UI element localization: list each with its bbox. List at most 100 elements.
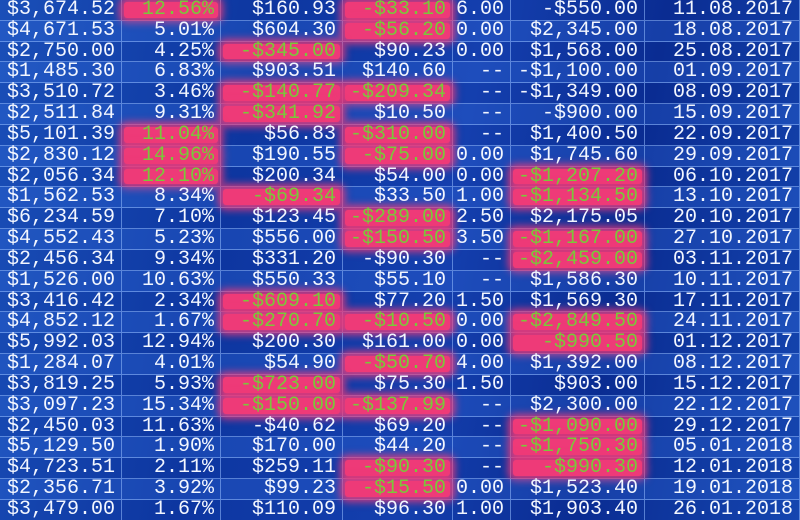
- cell-balance[interactable]: -$1,349.00: [511, 83, 645, 104]
- cell-balance[interactable]: $1,400.50: [511, 124, 645, 145]
- cell-value-b[interactable]: -$90.30: [343, 249, 453, 270]
- cell-value-a[interactable]: $160.93: [221, 0, 343, 20]
- cell-percent[interactable]: 5.01%: [122, 20, 221, 41]
- cell-quantity[interactable]: 3.50: [453, 229, 511, 249]
- cell-value-b[interactable]: $140.60: [343, 62, 453, 83]
- cell-date[interactable]: 24.11.2017: [645, 312, 800, 333]
- cell-balance[interactable]: -$900.00: [511, 104, 645, 124]
- cell-value-a-highlighted[interactable]: -$140.77: [221, 83, 343, 104]
- cell-percent-highlighted[interactable]: 12.10%: [122, 166, 221, 187]
- cell-value-b[interactable]: $54.00: [343, 166, 453, 187]
- cell-amount[interactable]: $2,830.12: [0, 145, 122, 166]
- cell-value-a-highlighted[interactable]: -$69.34: [221, 187, 343, 208]
- cell-balance-highlighted[interactable]: -$2,459.00: [511, 249, 645, 270]
- cell-value-a[interactable]: $54.90: [221, 354, 343, 374]
- cell-amount[interactable]: $2,456.34: [0, 249, 122, 270]
- cell-quantity[interactable]: --: [453, 62, 511, 83]
- cell-quantity[interactable]: 1.00: [453, 187, 511, 208]
- cell-amount[interactable]: $2,056.34: [0, 166, 122, 187]
- cell-amount[interactable]: $1,562.53: [0, 187, 122, 208]
- cell-value-b-highlighted[interactable]: -$15.50: [343, 479, 453, 499]
- cell-balance[interactable]: $1,568.00: [511, 41, 645, 62]
- cell-balance-highlighted[interactable]: -$1,134.50: [511, 187, 645, 208]
- cell-date[interactable]: 15.09.2017: [645, 104, 800, 124]
- cell-date[interactable]: 22.09.2017: [645, 124, 800, 145]
- cell-balance[interactable]: -$1,100.00: [511, 62, 645, 83]
- cell-percent[interactable]: 5.23%: [122, 229, 221, 249]
- cell-balance-highlighted[interactable]: -$1,750.30: [511, 437, 645, 458]
- cell-quantity[interactable]: 1.50: [453, 291, 511, 312]
- cell-value-a[interactable]: $123.45: [221, 208, 343, 229]
- cell-value-b-highlighted[interactable]: -$56.20: [343, 20, 453, 41]
- cell-quantity[interactable]: 0.00: [453, 312, 511, 333]
- cell-quantity[interactable]: --: [453, 270, 511, 291]
- cell-date[interactable]: 01.09.2017: [645, 62, 800, 83]
- cell-balance[interactable]: $1,523.40: [511, 479, 645, 499]
- cell-value-b-highlighted[interactable]: -$137.99: [343, 395, 453, 416]
- cell-quantity[interactable]: --: [453, 395, 511, 416]
- cell-date[interactable]: 22.12.2017: [645, 395, 800, 416]
- cell-amount[interactable]: $3,819.25: [0, 374, 122, 395]
- cell-value-b-highlighted[interactable]: -$75.00: [343, 145, 453, 166]
- cell-percent[interactable]: 8.34%: [122, 187, 221, 208]
- cell-amount[interactable]: $2,356.71: [0, 479, 122, 499]
- cell-balance-highlighted[interactable]: -$2,849.50: [511, 312, 645, 333]
- cell-value-b-highlighted[interactable]: -$90.30: [343, 458, 453, 479]
- cell-value-a[interactable]: $556.00: [221, 229, 343, 249]
- cell-value-a[interactable]: $331.20: [221, 249, 343, 270]
- cell-percent[interactable]: 1.67%: [122, 499, 221, 520]
- cell-date[interactable]: 08.12.2017: [645, 354, 800, 374]
- cell-value-a-highlighted[interactable]: -$609.10: [221, 291, 343, 312]
- cell-percent[interactable]: 3.46%: [122, 83, 221, 104]
- cell-date[interactable]: 03.11.2017: [645, 249, 800, 270]
- cell-value-a[interactable]: $903.51: [221, 62, 343, 83]
- cell-percent[interactable]: 9.34%: [122, 249, 221, 270]
- cell-amount[interactable]: $3,510.72: [0, 83, 122, 104]
- cell-percent-highlighted[interactable]: 14.96%: [122, 145, 221, 166]
- cell-value-b-highlighted[interactable]: -$33.10: [343, 0, 453, 20]
- cell-amount[interactable]: $2,750.00: [0, 41, 122, 62]
- cell-quantity[interactable]: 0.00: [453, 145, 511, 166]
- cell-percent-highlighted[interactable]: 12.56%: [122, 0, 221, 20]
- cell-date[interactable]: 25.08.2017: [645, 41, 800, 62]
- cell-value-b-highlighted[interactable]: -$209.34: [343, 83, 453, 104]
- cell-value-a-highlighted[interactable]: -$341.92: [221, 104, 343, 124]
- cell-date[interactable]: 15.12.2017: [645, 374, 800, 395]
- cell-amount[interactable]: $1,284.07: [0, 354, 122, 374]
- cell-date[interactable]: 11.08.2017: [645, 0, 800, 20]
- cell-value-a[interactable]: $200.34: [221, 166, 343, 187]
- cell-quantity[interactable]: 1.50: [453, 374, 511, 395]
- cell-value-b-highlighted[interactable]: -$50.70: [343, 354, 453, 374]
- cell-balance-highlighted[interactable]: -$1,090.00: [511, 416, 645, 437]
- cell-value-b[interactable]: $69.20: [343, 416, 453, 437]
- cell-percent[interactable]: 12.94%: [122, 333, 221, 354]
- cell-date[interactable]: 13.10.2017: [645, 187, 800, 208]
- cell-amount[interactable]: $3,674.52: [0, 0, 122, 20]
- cell-amount[interactable]: $4,852.12: [0, 312, 122, 333]
- cell-balance-highlighted[interactable]: -$990.50: [511, 333, 645, 354]
- cell-value-b[interactable]: $161.00: [343, 333, 453, 354]
- cell-date[interactable]: 06.10.2017: [645, 166, 800, 187]
- cell-value-a[interactable]: $110.09: [221, 499, 343, 520]
- cell-amount[interactable]: $5,101.39: [0, 124, 122, 145]
- cell-value-a[interactable]: $170.00: [221, 437, 343, 458]
- cell-balance[interactable]: $1,903.40: [511, 499, 645, 520]
- cell-balance[interactable]: $2,345.00: [511, 20, 645, 41]
- cell-amount[interactable]: $1,526.00: [0, 270, 122, 291]
- cell-value-b[interactable]: $77.20: [343, 291, 453, 312]
- cell-balance-highlighted[interactable]: -$1,207.20: [511, 166, 645, 187]
- cell-date[interactable]: 12.01.2018: [645, 458, 800, 479]
- cell-value-b[interactable]: $10.50: [343, 104, 453, 124]
- cell-date[interactable]: 10.11.2017: [645, 270, 800, 291]
- cell-date[interactable]: 08.09.2017: [645, 83, 800, 104]
- cell-amount[interactable]: $4,552.43: [0, 229, 122, 249]
- cell-amount[interactable]: $4,723.51: [0, 458, 122, 479]
- cell-value-a-highlighted[interactable]: -$723.00: [221, 374, 343, 395]
- cell-percent[interactable]: 6.83%: [122, 62, 221, 83]
- cell-date[interactable]: 05.01.2018: [645, 437, 800, 458]
- cell-percent[interactable]: 15.34%: [122, 395, 221, 416]
- cell-date[interactable]: 17.11.2017: [645, 291, 800, 312]
- cell-quantity[interactable]: --: [453, 458, 511, 479]
- cell-percent-highlighted[interactable]: 11.04%: [122, 124, 221, 145]
- cell-balance[interactable]: $1,392.00: [511, 354, 645, 374]
